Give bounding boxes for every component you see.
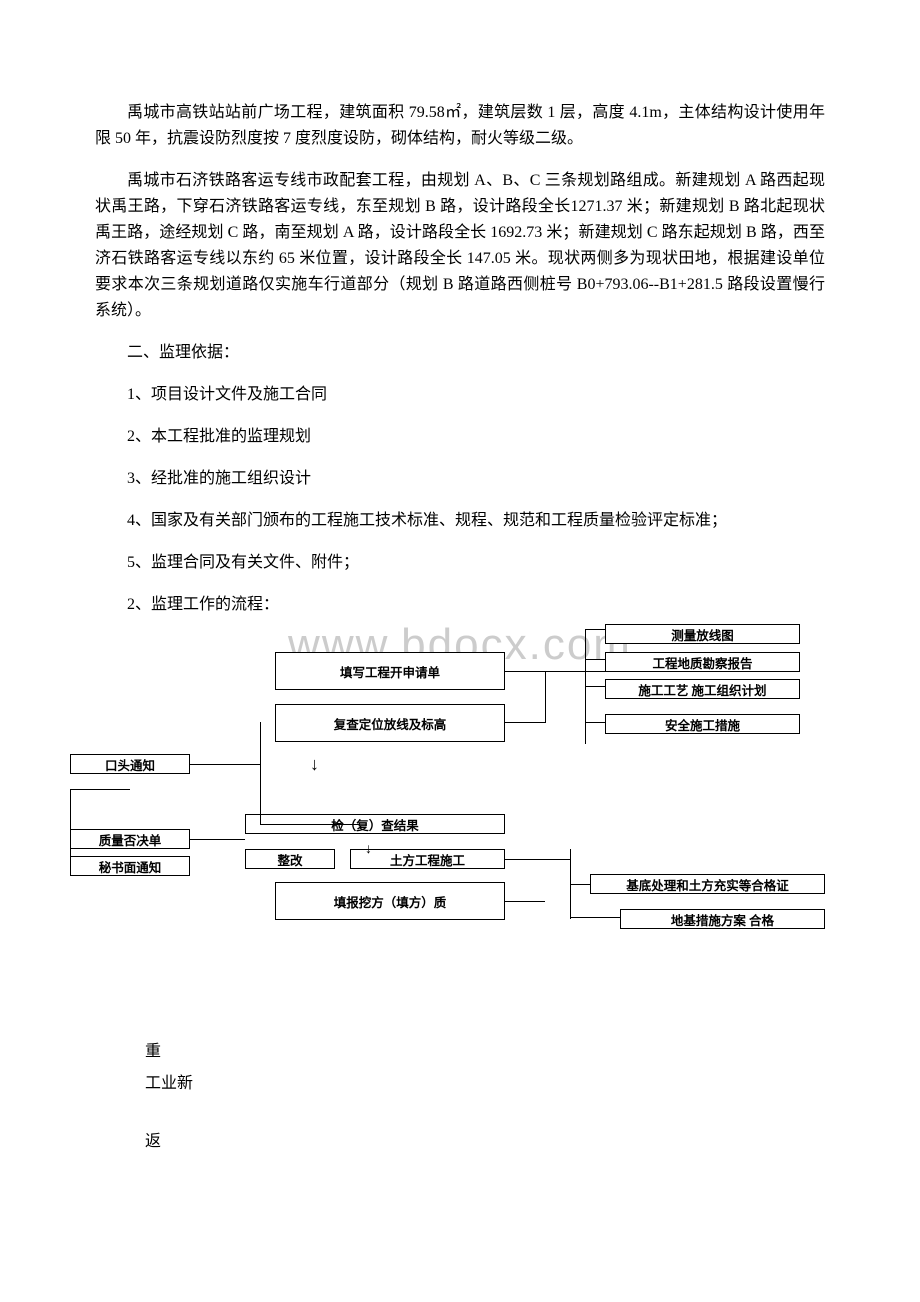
connector-line (570, 884, 590, 885)
arrow-down-icon: ↓ (310, 754, 319, 775)
document-content: 禹城市高铁站站前广场工程，建筑面积 79.58㎡，建筑层数 1 层，高度 4.1… (95, 100, 825, 1155)
box-foundation: 基底处理和土方充实等合格证 (590, 874, 825, 894)
box-written-notice: 秘书面通知 (70, 856, 190, 876)
connector-line (505, 722, 545, 723)
box-fill-application: 填写工程开申请单 (275, 652, 505, 690)
box-fill-excavation: 填报挖方（填方）质 (275, 882, 505, 920)
connector-line (505, 671, 605, 672)
connector-line (570, 917, 620, 918)
paragraph-5: 2、本工程批准的监理规划 (95, 424, 825, 450)
paragraph-2: 禹城市石济铁路客运专线市政配套工程，由规划 A、B、C 三条规划路组成。新建规划… (95, 168, 825, 324)
paragraph-8: 5、监理合同及有关文件、附件； (95, 550, 825, 576)
paragraph-1: 禹城市高铁站站前广场工程，建筑面积 79.58㎡，建筑层数 1 层，高度 4.1… (95, 100, 825, 152)
connector-line (70, 789, 71, 867)
connector-line (70, 789, 130, 790)
trailing-text: 重 工业新 返 (95, 1039, 825, 1155)
paragraph-7: 4、国家及有关部门颁布的工程施工技术标准、规程、规范和工程质量检验评定标准； (95, 508, 825, 534)
connector-line (505, 859, 570, 860)
connector-line (190, 839, 245, 840)
box-recheck: 复查定位放线及标高 (275, 704, 505, 742)
trailing-1: 重 (145, 1039, 825, 1065)
paragraph-6: 3、经批准的施工组织设计 (95, 466, 825, 492)
paragraph-3: 二、监理依据： (95, 340, 825, 366)
box-plan: 施工工艺 施工组织计划 (605, 679, 800, 699)
connector-line (585, 722, 605, 723)
box-geology: 工程地质勘察报告 (605, 652, 800, 672)
arrow-small-icon: ↓ (365, 842, 372, 858)
box-measure: 测量放线图 (605, 624, 800, 644)
connector-line (260, 824, 360, 825)
box-earthwork: 土方工程施工 (350, 849, 505, 869)
box-quality-veto: 质量否决单 (70, 829, 190, 849)
trailing-2: 工业新 (145, 1071, 825, 1097)
flowchart-diagram: 测量放线图 工程地质勘察报告 施工工艺 施工组织计划 填写工程开申请单 复查定位… (95, 634, 825, 994)
connector-line (585, 659, 605, 660)
connector-line (260, 722, 261, 824)
connector-line (545, 671, 546, 723)
connector-line (505, 901, 545, 902)
trailing-3: 返 (145, 1129, 825, 1155)
paragraph-4: 1、项目设计文件及施工合同 (95, 382, 825, 408)
connector-line (190, 764, 260, 765)
connector-line (585, 629, 605, 630)
box-rectify: 整改 (245, 849, 335, 869)
box-oral-notice: 口头通知 (70, 754, 190, 774)
box-safety: 安全施工措施 (605, 714, 800, 734)
paragraph-9: 2、监理工作的流程： (95, 592, 825, 618)
box-foundation-measure: 地基措施方案 合格 (620, 909, 825, 929)
connector-line (585, 686, 605, 687)
